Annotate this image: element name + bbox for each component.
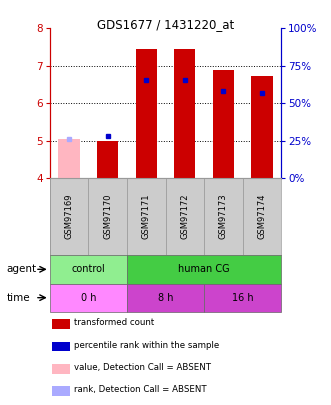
Bar: [213, 70, 234, 178]
Text: value, Detection Call = ABSENT: value, Detection Call = ABSENT: [74, 363, 212, 372]
Bar: [166, 178, 204, 255]
Bar: [50, 255, 127, 284]
Bar: [252, 76, 273, 178]
Bar: [88, 178, 127, 255]
Text: 16 h: 16 h: [232, 293, 254, 303]
Text: time: time: [7, 293, 30, 303]
Bar: [52, 364, 70, 374]
Bar: [52, 319, 70, 329]
Bar: [127, 284, 204, 312]
Bar: [243, 178, 281, 255]
Bar: [174, 49, 195, 178]
Text: 8 h: 8 h: [158, 293, 173, 303]
Bar: [50, 178, 88, 255]
Bar: [50, 284, 127, 312]
Text: control: control: [71, 264, 105, 274]
Text: rank, Detection Call = ABSENT: rank, Detection Call = ABSENT: [74, 385, 207, 394]
Bar: [136, 49, 157, 178]
Text: 0 h: 0 h: [80, 293, 96, 303]
Text: GSM97171: GSM97171: [142, 194, 151, 239]
Text: GDS1677 / 1431220_at: GDS1677 / 1431220_at: [97, 18, 234, 31]
Bar: [204, 178, 243, 255]
Text: GSM97172: GSM97172: [180, 194, 189, 239]
Bar: [127, 178, 166, 255]
Text: human CG: human CG: [178, 264, 230, 274]
Text: GSM97170: GSM97170: [103, 194, 112, 239]
Text: GSM97173: GSM97173: [219, 194, 228, 239]
Text: transformed count: transformed count: [74, 318, 155, 328]
Text: GSM97169: GSM97169: [65, 194, 73, 239]
Text: percentile rank within the sample: percentile rank within the sample: [74, 341, 220, 350]
Text: agent: agent: [7, 264, 37, 274]
Bar: [58, 139, 79, 178]
Bar: [52, 341, 70, 352]
Bar: [204, 284, 281, 312]
Bar: [97, 141, 118, 178]
Bar: [52, 386, 70, 396]
Text: GSM97174: GSM97174: [258, 194, 266, 239]
Bar: [127, 255, 281, 284]
